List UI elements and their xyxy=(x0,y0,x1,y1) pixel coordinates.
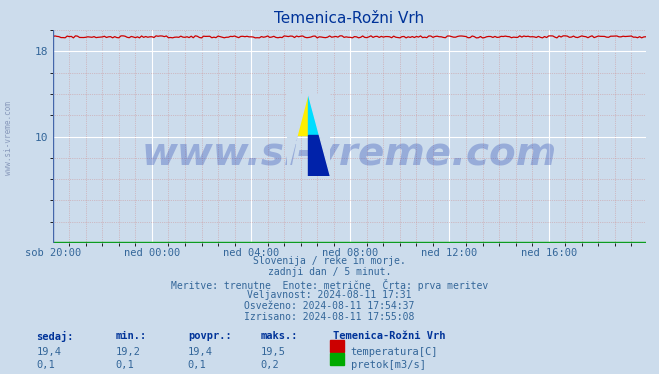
Bar xyxy=(308,94,330,135)
Text: 19,4: 19,4 xyxy=(36,347,61,357)
Text: povpr.:: povpr.: xyxy=(188,331,231,341)
Text: sedaj:: sedaj: xyxy=(36,331,74,342)
Text: Veljavnost: 2024-08-11 17:31: Veljavnost: 2024-08-11 17:31 xyxy=(247,290,412,300)
Text: 19,5: 19,5 xyxy=(260,347,285,357)
Text: temperatura[C]: temperatura[C] xyxy=(351,347,438,357)
Text: 0,1: 0,1 xyxy=(188,360,206,370)
Text: www.si-vreme.com: www.si-vreme.com xyxy=(142,135,557,172)
Bar xyxy=(287,94,308,135)
Text: www.si-vreme.com: www.si-vreme.com xyxy=(4,101,13,175)
Text: Izrisano: 2024-08-11 17:55:08: Izrisano: 2024-08-11 17:55:08 xyxy=(244,312,415,322)
Text: pretok[m3/s]: pretok[m3/s] xyxy=(351,360,426,370)
Polygon shape xyxy=(308,94,330,176)
Text: Osveženo: 2024-08-11 17:54:37: Osveženo: 2024-08-11 17:54:37 xyxy=(244,301,415,311)
Text: 0,2: 0,2 xyxy=(260,360,279,370)
Text: zadnji dan / 5 minut.: zadnji dan / 5 minut. xyxy=(268,267,391,278)
Text: min.:: min.: xyxy=(115,331,146,341)
Text: 0,1: 0,1 xyxy=(115,360,134,370)
Text: Slovenija / reke in morje.: Slovenija / reke in morje. xyxy=(253,256,406,266)
Text: maks.:: maks.: xyxy=(260,331,298,341)
Text: Temenica-Rožni Vrh: Temenica-Rožni Vrh xyxy=(333,331,445,341)
Bar xyxy=(308,135,330,176)
Text: 0,1: 0,1 xyxy=(36,360,55,370)
Text: 19,2: 19,2 xyxy=(115,347,140,357)
Text: Meritve: trenutne  Enote: metrične  Črta: prva meritev: Meritve: trenutne Enote: metrične Črta: … xyxy=(171,279,488,291)
Title: Temenica-Rožni Vrh: Temenica-Rožni Vrh xyxy=(274,11,424,26)
Text: 19,4: 19,4 xyxy=(188,347,213,357)
Polygon shape xyxy=(287,94,308,176)
